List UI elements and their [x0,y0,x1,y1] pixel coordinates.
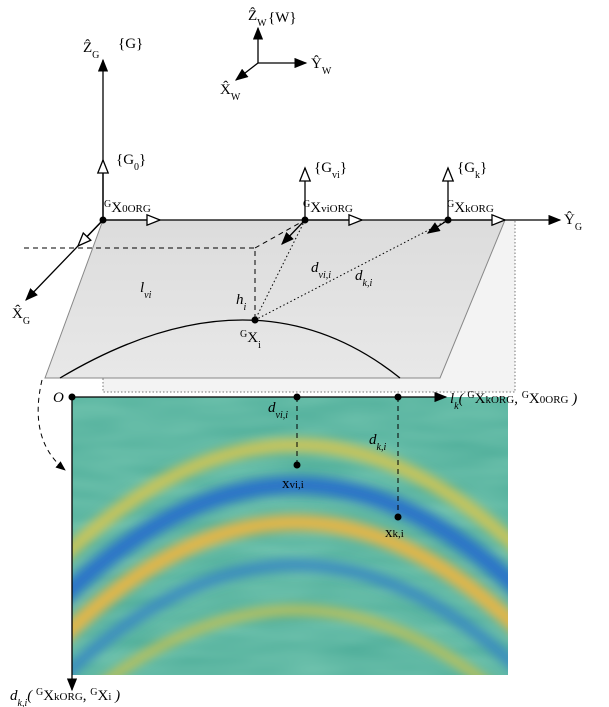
label-run: kORG [485,394,514,406]
label-run: h [236,292,244,308]
label-run: } [480,160,487,176]
label-run: G [36,687,43,698]
label-world-frame: {W} [268,10,297,26]
label-run: X̂ [12,305,23,322]
ground-plane [45,220,515,392]
label-run: i [258,340,261,351]
label-run: vi [144,290,151,301]
label-run: W [231,92,241,103]
label-xvi-point: xvi,i [282,476,304,492]
label-run: X [310,200,321,216]
label-run: Ŷ [564,211,575,228]
label-run: G [467,390,474,401]
label-run: k,i [18,698,28,707]
label-world-y: ŶW [311,55,332,77]
label-run: Ẑ [248,7,257,24]
label-gk-frame: {Gk} [457,160,487,181]
label-run: ( [459,391,468,407]
label-run: viORG [321,203,353,215]
label-run: ) [569,391,578,407]
label-xviorg: GXviORG [303,199,353,217]
label-run: G [23,316,30,327]
label-g-z: ẐG [83,39,99,61]
label-g-x: X̂G [12,305,30,326]
label-run: 0ORG [122,203,151,215]
label-run: vi,i [276,410,289,421]
label-run: X [475,391,486,407]
label-world-x: X̂W [220,81,241,102]
label-run: , [83,688,91,704]
label-run: X [247,330,258,346]
label-run: } [340,160,347,176]
label-run: G [92,50,99,61]
label-run: i [244,302,247,313]
label-x0org: GX0ORG [104,199,151,217]
label-run: {W} [268,10,297,26]
label-run: X [98,688,109,704]
label-xkorg: GXkORG [447,199,494,217]
label-origin: O [53,390,64,406]
label-xk-point: xk,i [385,525,404,541]
diagram: ẐW{W}ŶWX̂WẐG{G}{G0}{Gvi}{Gk}GX0ORGGXviOR… [0,0,609,707]
label-run: kORG [54,691,83,703]
label-run: kORG [465,203,494,215]
label-run: , [514,391,522,407]
label-run: G [104,199,111,210]
label-run: {G} [118,36,143,52]
label-run: {G [314,160,332,176]
label-run: ( [27,688,36,704]
label-run: k,i [363,278,373,289]
label-run: ) [111,688,120,704]
label-run: W [322,66,332,77]
label-run: G [240,329,247,340]
label-run: X [529,391,540,407]
label-run: Ŷ [311,55,322,72]
label-run: } [139,152,146,168]
label-run: X̂ [220,81,231,98]
label-run: {G [457,160,475,176]
label-run: vi,i [290,479,304,491]
label-run: {G [116,152,134,168]
label-run: Ẑ [83,39,92,56]
label-run: G [575,222,582,233]
label-run: X [454,200,465,216]
label-g-frame: {G} [118,36,143,52]
label-run: k,i [377,442,387,453]
label-run: G [447,199,454,210]
label-dk-axis: dk,i( GXkORG, GXi ) [10,687,120,707]
label-world-z: ẐW [248,7,267,29]
label-run: O [53,390,64,406]
label-run: W [257,18,267,29]
label-run: X [43,688,54,704]
label-run: G [522,390,529,401]
label-run: k,i [393,528,404,540]
label-run: G [303,199,310,210]
radargram-image [60,397,530,707]
label-run: vi,i [319,270,332,281]
label-run: G [90,687,97,698]
label-g-y: ŶG [564,211,582,233]
label-run: X [111,200,122,216]
label-run: 0ORG [540,394,569,406]
label-g0-frame: {G0} [116,152,146,173]
world-frame [236,28,306,80]
label-gvi-frame: {Gvi} [314,160,347,181]
